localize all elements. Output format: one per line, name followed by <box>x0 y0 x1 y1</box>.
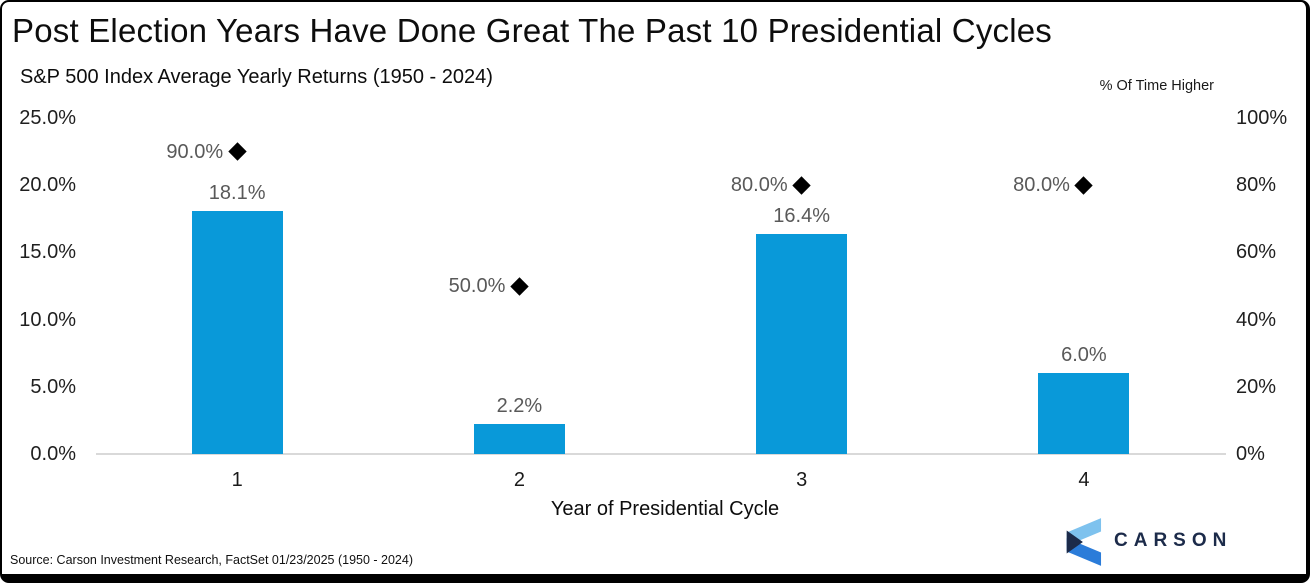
pct-time-higher-marker <box>1074 175 1094 195</box>
bar-value-label: 6.0% <box>1061 344 1107 367</box>
x-axis-title: Year of Presidential Cycle <box>550 498 780 520</box>
right-axis-tick: 80% <box>1236 174 1277 197</box>
chart-title: Post Election Years Have Done Great The … <box>12 12 1053 49</box>
bar-value-label: 18.1% <box>208 181 266 204</box>
left-axis-tick: 0.0% <box>30 443 76 465</box>
x-axis-tick-2: 2 <box>513 469 525 491</box>
left-axis-tick: 25.0% <box>19 107 76 129</box>
carson-logo-text: CARSON <box>1114 530 1233 551</box>
left-axis-tick: 10.0% <box>19 308 76 331</box>
bar-year-4 <box>1038 373 1130 454</box>
right-axis-tick: 60% <box>1236 241 1277 264</box>
bar-value-label: 16.4% <box>773 204 830 227</box>
bar-year-3 <box>756 233 848 454</box>
right-axis-title: % Of Time Higher <box>1099 78 1214 94</box>
pct-time-higher-marker <box>227 142 247 161</box>
right-axis-tick: 100% <box>1236 107 1288 129</box>
bar-year-2 <box>473 424 565 454</box>
pct-time-higher-label: 50.0% <box>448 275 506 297</box>
x-axis-tick-3: 3 <box>796 469 808 491</box>
pct-time-higher-label: 80.0% <box>730 174 788 197</box>
left-axis-tick: 5.0% <box>30 375 76 398</box>
right-axis-tick: 0% <box>1236 443 1265 465</box>
source-note: Source: Carson Investment Research, Fact… <box>10 553 414 567</box>
left-axis-tick: 20.0% <box>19 174 76 197</box>
carson-logo-icon <box>1066 518 1102 566</box>
left-axis-tick: 15.0% <box>19 241 76 264</box>
pct-time-higher-label: 80.0% <box>1013 174 1070 197</box>
x-axis-tick-4: 4 <box>1078 469 1090 491</box>
chart-subtitle: S&P 500 Index Average Yearly Returns (19… <box>20 66 493 88</box>
pct-time-higher-marker <box>792 175 811 195</box>
right-axis-tick: 40% <box>1236 308 1277 331</box>
x-axis-baseline <box>96 453 1226 455</box>
bar-year-1 <box>191 210 283 454</box>
carson-logo: CARSON <box>1060 516 1256 568</box>
pct-time-higher-marker <box>510 276 529 296</box>
bar-value-label: 2.2% <box>496 395 543 418</box>
x-axis-tick-1: 1 <box>231 469 243 491</box>
plot-area: 25.0% 20.0% 15.0% 10.0% 5.0% 0.0% 100% 80% 60% 40… <box>2 2 1306 574</box>
pct-time-higher-label: 90.0% <box>166 140 224 163</box>
right-axis-tick: 20% <box>1236 375 1277 398</box>
